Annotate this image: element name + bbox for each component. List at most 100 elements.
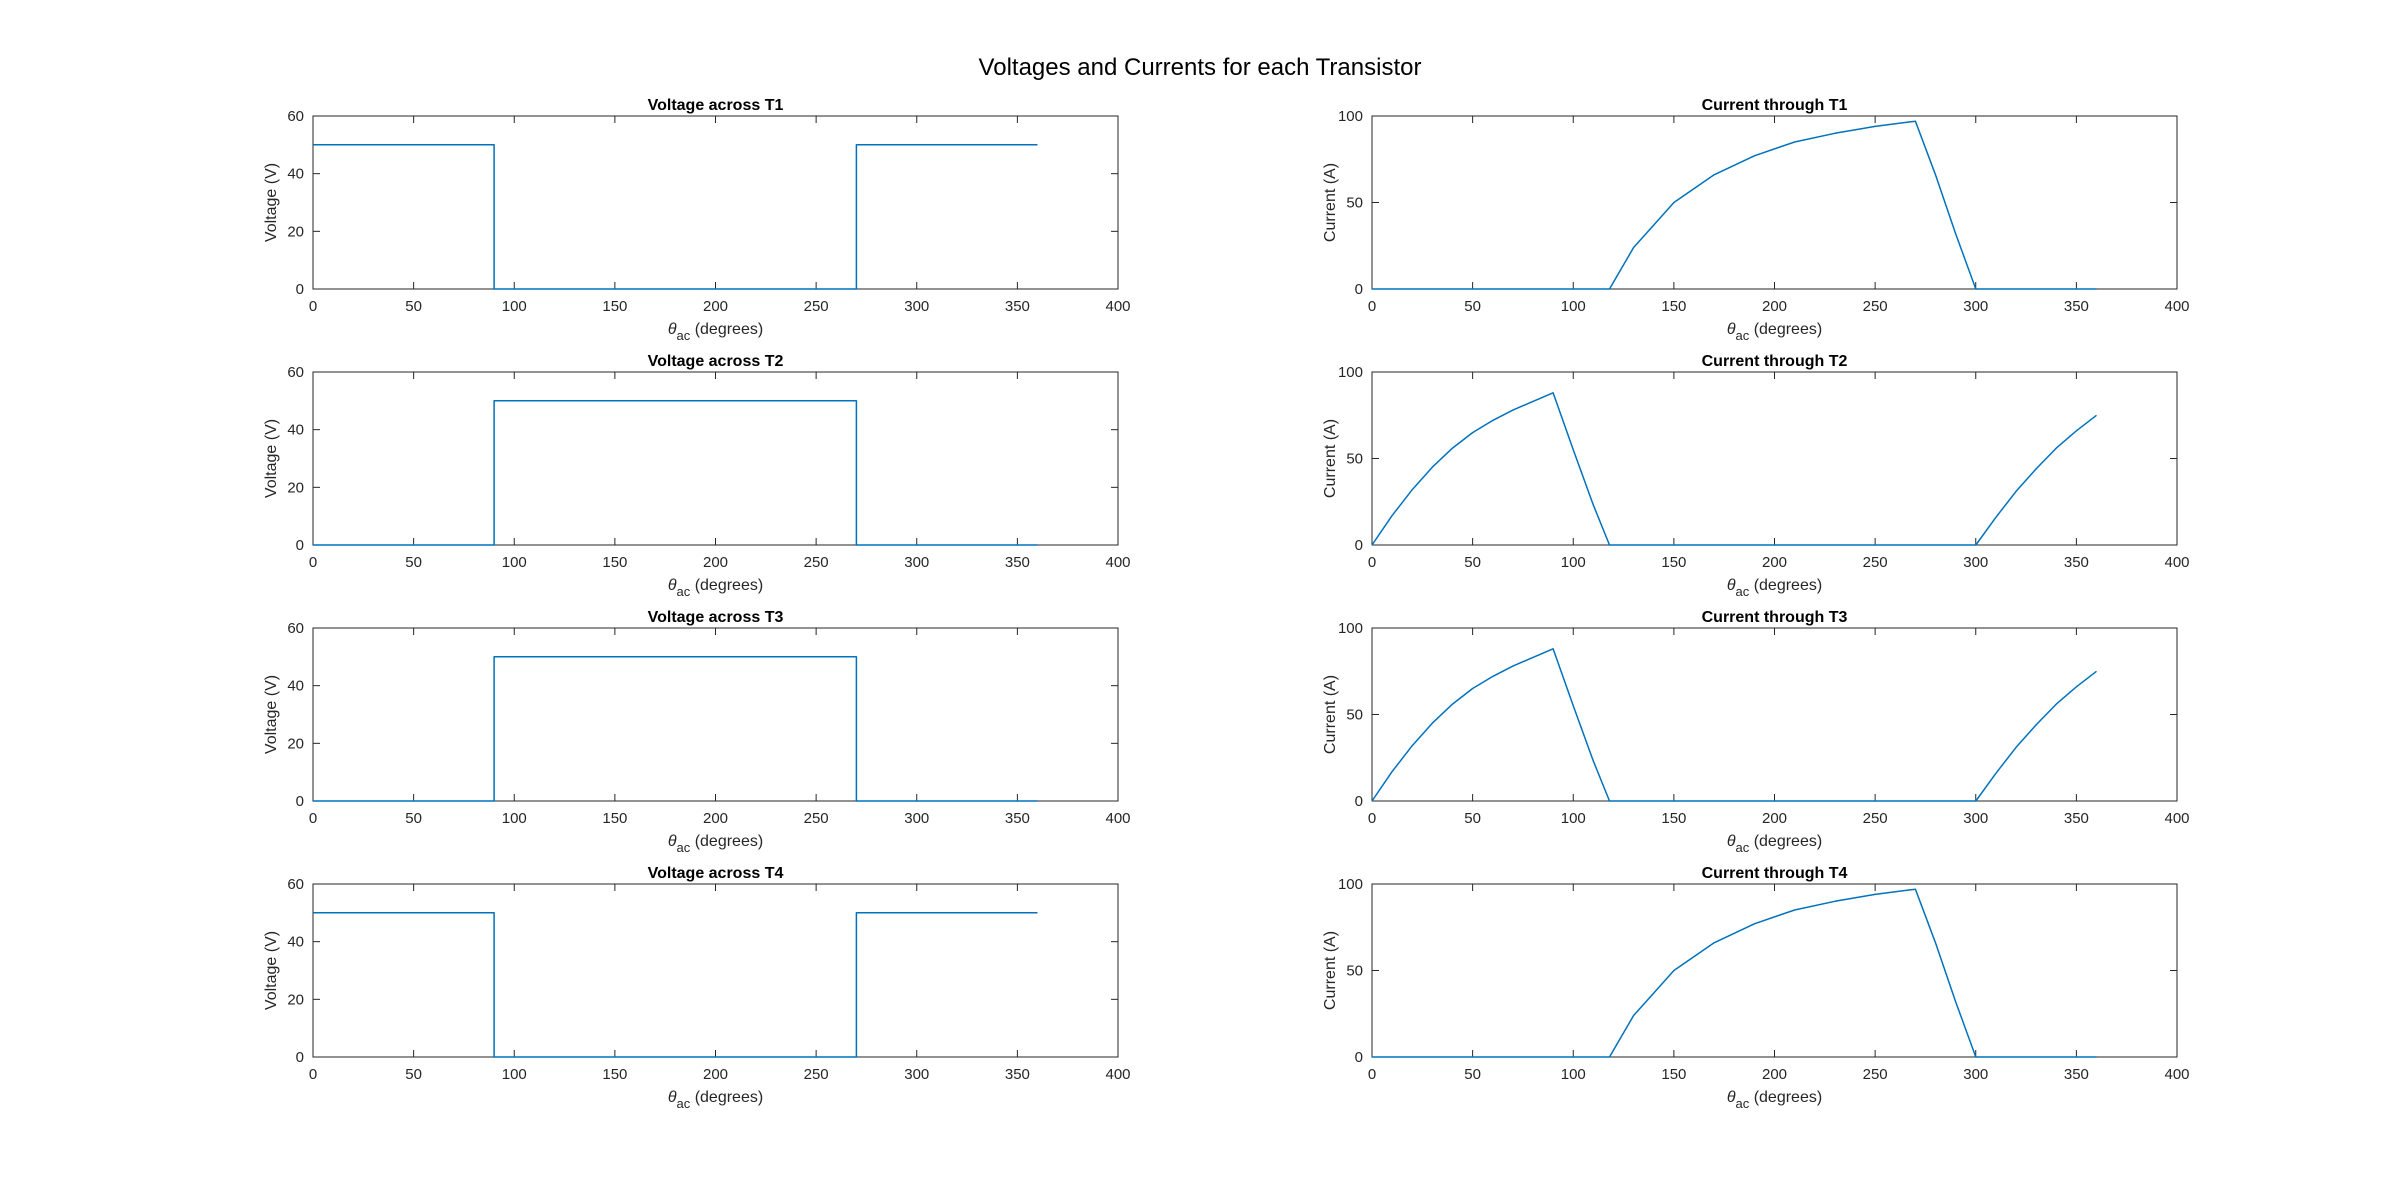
series-line-1 xyxy=(313,656,1038,802)
subplot-2: Current through T1 0 50 100 150 200 250 300 350 4… xyxy=(1322,97,2190,343)
series-line-1 xyxy=(1372,120,2097,290)
x-axis-label-subscript: ac xyxy=(1736,840,1750,855)
x-tick-label: 250 xyxy=(804,1066,829,1083)
y-tick-label: 0 xyxy=(296,793,304,810)
y-tick-label: 60 xyxy=(287,364,304,381)
x-axis-label-subscript: ac xyxy=(1736,584,1750,599)
y-axis-label: Voltage (V) xyxy=(263,419,280,498)
axes-box xyxy=(1371,115,2178,290)
x-axis-label-subscript: ac xyxy=(677,584,691,599)
x-axis-label: θac (degrees) xyxy=(668,833,763,855)
x-tick-label: 50 xyxy=(1464,554,1481,571)
subplot-1: Voltage across T10 50 100 150 200 250 300 350 40… xyxy=(263,97,1131,343)
x-tick-label: 150 xyxy=(1661,554,1686,571)
y-axis-label: Current (A) xyxy=(1322,419,1339,498)
x-axis-label: θac (degrees) xyxy=(668,321,763,343)
x-tick-label: 150 xyxy=(1661,1066,1686,1083)
x-tick-label: 50 xyxy=(1464,298,1481,315)
y-axis-label: Voltage (V) xyxy=(263,931,280,1010)
x-tick-label: 300 xyxy=(1963,298,1988,315)
axes-box xyxy=(1371,371,2178,546)
x-tick-label: 400 xyxy=(1105,1066,1130,1083)
x-tick-label: 100 xyxy=(502,810,527,827)
subplot-5: Voltage across T30 50 100 150 200 250 300 350 40… xyxy=(263,609,1131,855)
y-tick-label: 100 xyxy=(1338,876,1363,893)
x-tick-label: 250 xyxy=(1863,1066,1888,1083)
series-line-1 xyxy=(1371,392,2097,546)
x-tick-label: 100 xyxy=(1561,1066,1586,1083)
series-line-1 xyxy=(313,912,1038,1058)
x-tick-label: 50 xyxy=(1464,1066,1481,1083)
y-tick-label: 20 xyxy=(287,223,304,240)
x-axis-label-units: (degrees) xyxy=(1749,1089,1822,1106)
x-tick-label: 150 xyxy=(1661,298,1686,315)
x-axis-label-units: (degrees) xyxy=(690,1089,763,1106)
subplot-title: Voltage across T4 xyxy=(648,865,784,882)
x-tick-label: 200 xyxy=(1762,1066,1787,1083)
x-tick-label: 200 xyxy=(703,298,728,315)
x-tick-label: 250 xyxy=(1863,810,1888,827)
y-tick-label: 50 xyxy=(1346,707,1363,724)
x-tick-label: 400 xyxy=(1105,298,1130,315)
x-axis-label-symbol: θ xyxy=(1727,321,1736,338)
x-tick-label: 0 xyxy=(309,554,317,571)
x-axis-label: θac (degrees) xyxy=(1727,577,1822,599)
y-tick-label: 50 xyxy=(1346,195,1363,212)
y-tick-label: 50 xyxy=(1346,451,1363,468)
subplot-title: Current through T4 xyxy=(1702,865,1848,882)
x-axis-label-subscript: ac xyxy=(677,1096,691,1111)
x-tick-label: 250 xyxy=(1863,554,1888,571)
subplot-title: Current through T2 xyxy=(1702,353,1848,370)
subplot-title: Voltage across T2 xyxy=(648,353,784,370)
x-tick-label: 250 xyxy=(1863,298,1888,315)
x-tick-label: 400 xyxy=(1105,554,1130,571)
x-tick-label: 250 xyxy=(804,810,829,827)
x-axis-label-subscript: ac xyxy=(677,328,691,343)
x-axis-label: θac (degrees) xyxy=(668,1089,763,1111)
x-axis-label: θac (degrees) xyxy=(1727,1089,1822,1111)
series-line-1 xyxy=(1372,888,2097,1058)
axes-box xyxy=(1371,627,2178,802)
axes-box xyxy=(312,883,1119,1058)
axes-box xyxy=(1371,883,2178,1058)
x-tick-label: 150 xyxy=(1661,810,1686,827)
x-tick-label: 300 xyxy=(904,554,929,571)
y-tick-label: 0 xyxy=(296,281,304,298)
x-tick-label: 400 xyxy=(2164,298,2189,315)
x-axis-label-symbol: θ xyxy=(1727,577,1736,594)
y-tick-label: 60 xyxy=(287,108,304,125)
x-tick-label: 0 xyxy=(1368,554,1376,571)
y-axis-label: Current (A) xyxy=(1322,163,1339,242)
subplot-6: Current through T3 0 50 100 150 200 250 300 350 4… xyxy=(1322,609,2190,855)
x-tick-label: 100 xyxy=(1561,810,1586,827)
series-line-1 xyxy=(1371,648,2097,802)
y-tick-label: 20 xyxy=(287,479,304,496)
y-tick-label: 40 xyxy=(287,934,304,951)
x-axis-label-symbol: θ xyxy=(1727,833,1736,850)
y-tick-label: 40 xyxy=(287,678,304,695)
y-tick-label: 20 xyxy=(287,735,304,752)
x-tick-label: 350 xyxy=(2064,810,2089,827)
x-tick-label: 100 xyxy=(1561,554,1586,571)
y-tick-label: 0 xyxy=(296,1049,304,1066)
x-tick-label: 300 xyxy=(904,810,929,827)
x-tick-label: 100 xyxy=(502,1066,527,1083)
x-tick-label: 400 xyxy=(2164,1066,2189,1083)
y-tick-label: 0 xyxy=(1355,281,1363,298)
y-tick-label: 0 xyxy=(1355,793,1363,810)
x-tick-label: 350 xyxy=(2064,298,2089,315)
x-tick-label: 0 xyxy=(309,810,317,827)
x-axis-label-units: (degrees) xyxy=(1749,833,1822,850)
x-tick-label: 100 xyxy=(1561,298,1586,315)
x-tick-label: 350 xyxy=(1005,1066,1030,1083)
x-tick-label: 50 xyxy=(1464,810,1481,827)
y-axis-label: Voltage (V) xyxy=(263,675,280,754)
y-tick-label: 100 xyxy=(1338,108,1363,125)
x-tick-label: 150 xyxy=(602,1066,627,1083)
x-tick-label: 300 xyxy=(1963,554,1988,571)
subplot-4: Current through T2 0 50 100 150 200 250 300 350 4… xyxy=(1322,353,2190,599)
x-tick-label: 0 xyxy=(1368,298,1376,315)
x-tick-label: 0 xyxy=(1368,810,1376,827)
subplot-7: Voltage across T40 50 100 150 200 250 300 350 40… xyxy=(263,865,1131,1111)
x-axis-label-symbol: θ xyxy=(668,833,677,850)
